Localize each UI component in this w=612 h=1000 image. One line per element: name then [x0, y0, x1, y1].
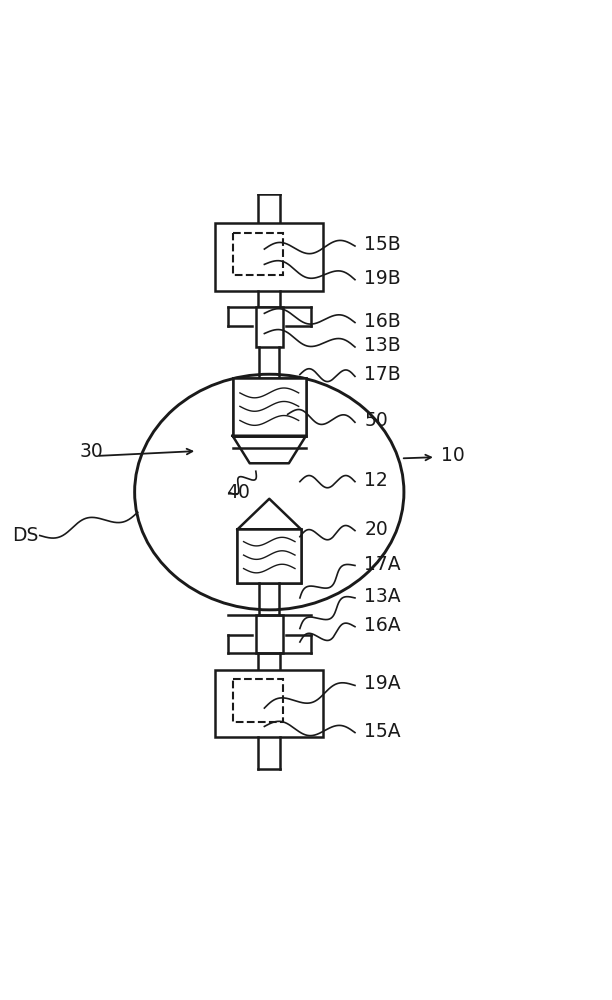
Text: 50: 50: [364, 411, 388, 430]
Bar: [256, 615, 283, 653]
Text: 17B: 17B: [364, 365, 401, 384]
Text: DS: DS: [12, 526, 39, 545]
Text: 15B: 15B: [364, 235, 401, 254]
Bar: [237, 529, 301, 583]
Bar: [215, 670, 323, 737]
Text: 10: 10: [441, 446, 465, 465]
Text: 13B: 13B: [364, 336, 401, 355]
Text: 40: 40: [226, 483, 250, 502]
Text: 30: 30: [80, 442, 103, 461]
Bar: [215, 223, 323, 291]
Text: 17A: 17A: [364, 555, 401, 574]
Bar: [233, 679, 283, 722]
Text: 19B: 19B: [364, 269, 401, 288]
Bar: [256, 307, 283, 347]
Ellipse shape: [135, 374, 404, 610]
Text: 19A: 19A: [364, 674, 401, 693]
Text: 16B: 16B: [364, 312, 401, 331]
Bar: [233, 233, 283, 275]
Text: 16A: 16A: [364, 616, 401, 635]
Bar: [233, 378, 306, 436]
Text: 15A: 15A: [364, 722, 401, 741]
Bar: [233, 378, 306, 436]
Text: 13A: 13A: [364, 587, 401, 606]
Text: 20: 20: [364, 520, 388, 539]
Bar: [237, 529, 301, 583]
Text: 12: 12: [364, 471, 388, 490]
